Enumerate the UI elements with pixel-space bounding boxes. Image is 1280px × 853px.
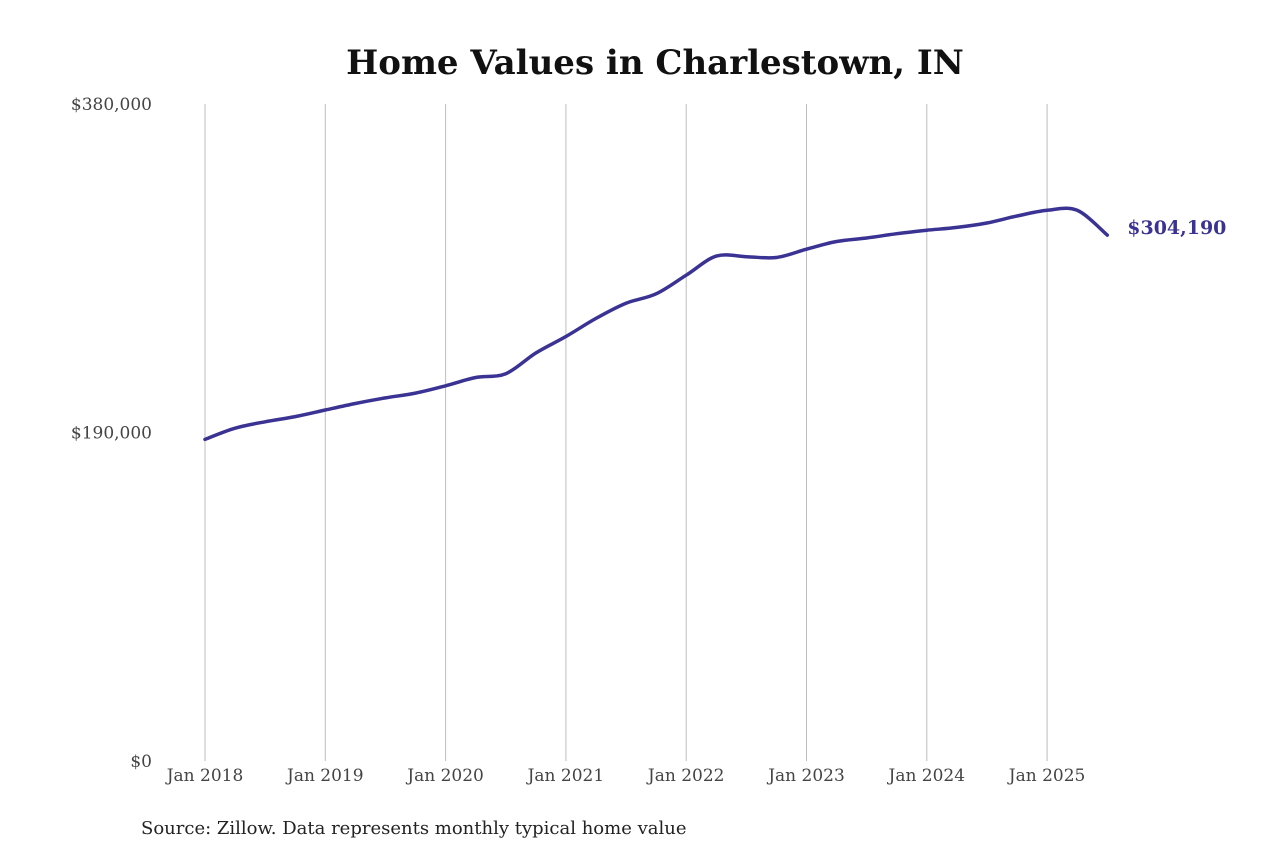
gridlines bbox=[204, 104, 1048, 761]
series-line bbox=[203, 206, 1110, 442]
x-tick-label: Jan 2024 bbox=[887, 766, 966, 786]
end-value-label: $304,190 bbox=[1127, 217, 1226, 239]
x-tick-label: Jan 2019 bbox=[285, 766, 364, 786]
y-tick-label: $380,000 bbox=[71, 95, 152, 115]
x-tick-label: Jan 2021 bbox=[526, 766, 605, 786]
y-tick-label: $0 bbox=[130, 752, 152, 772]
y-axis-ticks: $0 $190,000 $380,000 bbox=[71, 95, 152, 772]
x-tick-label: Jan 2022 bbox=[646, 766, 725, 786]
x-tick-label: Jan 2018 bbox=[165, 766, 244, 786]
chart-title: Home Values in Charlestown, IN bbox=[346, 43, 964, 83]
y-tick-label: $190,000 bbox=[71, 424, 152, 444]
x-tick-label: Jan 2023 bbox=[766, 766, 845, 786]
x-tick-label: Jan 2020 bbox=[405, 766, 484, 786]
source-note: Source: Zillow. Data represents monthly … bbox=[141, 818, 687, 839]
x-tick-label: Jan 2025 bbox=[1007, 766, 1086, 786]
x-axis-ticks: Jan 2018 Jan 2019 Jan 2020 Jan 2021 Jan 2022… bbox=[165, 766, 1086, 786]
